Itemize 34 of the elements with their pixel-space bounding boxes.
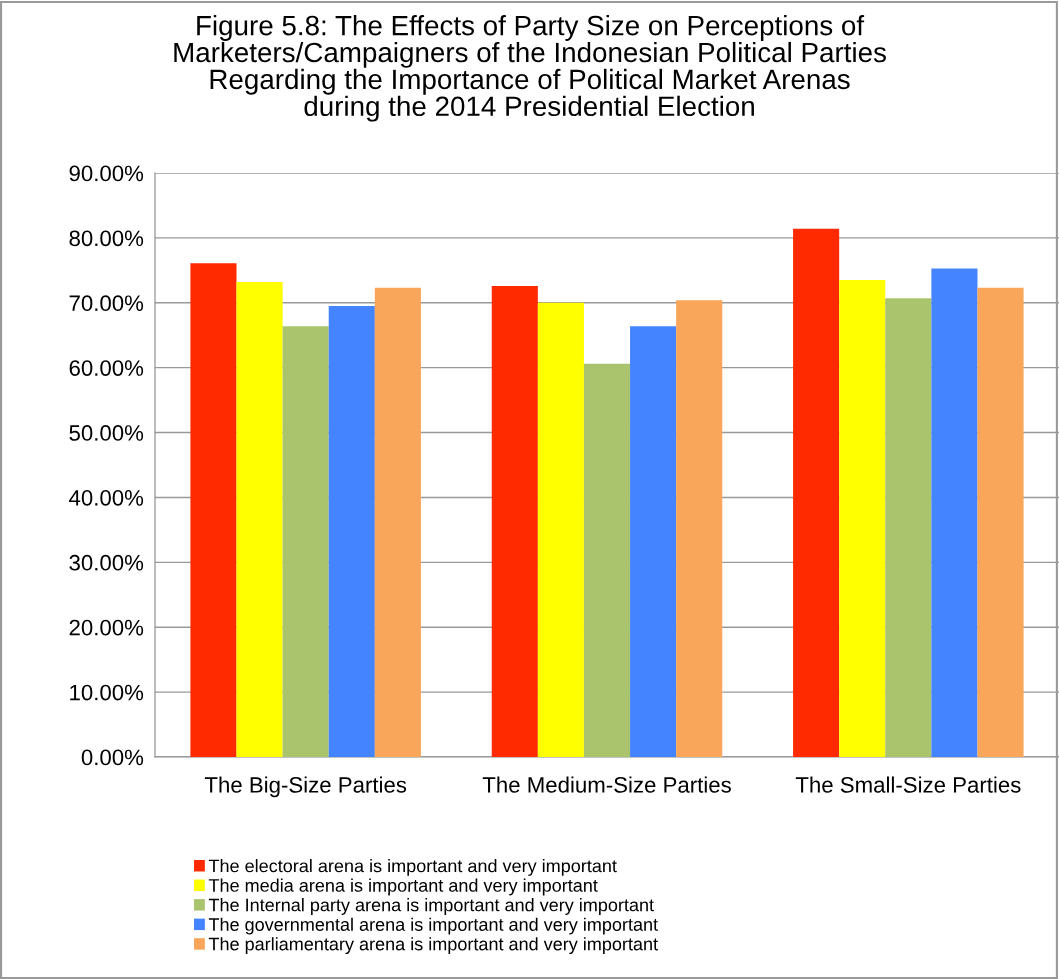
y-tick-label: 80.00%	[69, 230, 144, 247]
y-tick-label: 0.00%	[81, 749, 144, 766]
x-tick-label: The Small-Size Parties	[795, 776, 1021, 793]
bar	[793, 228, 840, 757]
y-tick-label: 20.00%	[69, 619, 144, 636]
bar	[491, 285, 538, 757]
bar	[977, 287, 1024, 757]
x-tick-label: The Medium-Size Parties	[482, 776, 731, 793]
legend-label: The Internal party arena is important and very important	[208, 898, 654, 915]
bar	[190, 263, 237, 757]
bar	[374, 287, 421, 757]
bar	[537, 302, 584, 757]
bar	[676, 300, 723, 757]
legend-label: The parliamentary arena is important and very important	[208, 937, 658, 955]
legend-label: The media arena is important and very important	[208, 878, 598, 896]
y-tick-label: 50.00%	[69, 425, 144, 441]
bar	[282, 326, 329, 757]
y-tick-label: 60.00%	[69, 360, 144, 376]
bar	[931, 268, 978, 757]
legend-label: The governmental arena is important and very important	[208, 917, 658, 935]
bar	[630, 326, 677, 757]
bar	[328, 306, 375, 757]
y-tick-label: 10.00%	[70, 684, 144, 701]
x-tick-label: The Big-Size Parties	[204, 776, 407, 798]
bar	[839, 280, 886, 757]
bar	[236, 282, 283, 757]
y-tick-label: 40.00%	[69, 489, 144, 506]
bar	[885, 298, 932, 757]
y-tick-label: 90.00%	[69, 165, 144, 182]
y-tick-label: 30.00%	[69, 554, 144, 571]
chart-title: Figure 5.8: The Effects of Party Size on Perceptions of Marketers/Campaigners of the Indonesian Political Parties Regarding the Importance of Political Market Arenas during the 2014 Presidential Election	[174, 15, 886, 122]
y-tick-label: 70.00%	[69, 295, 144, 312]
legend-label: The electoral arena is important and very important	[208, 859, 617, 876]
bar	[583, 363, 631, 757]
